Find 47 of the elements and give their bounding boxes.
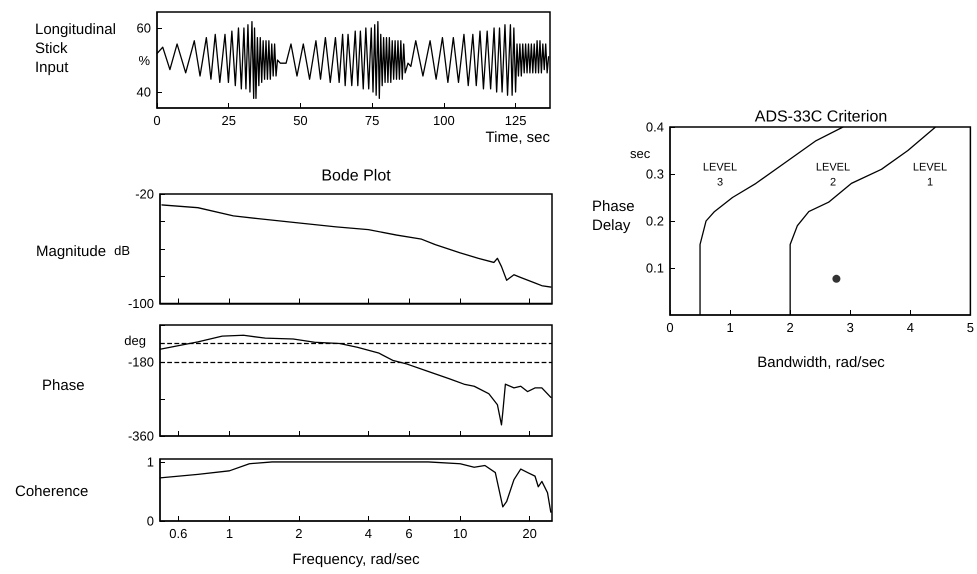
x-tick-label: 75 bbox=[364, 113, 380, 128]
y-tick-label: -100 bbox=[128, 296, 154, 311]
y-axis-title: Coherence bbox=[15, 483, 88, 500]
y-tick-label: 1 bbox=[146, 454, 154, 470]
y-tick-label: 40 bbox=[136, 84, 151, 100]
x-tick-label: 2 bbox=[295, 526, 303, 541]
x-tick-label: 0.6 bbox=[169, 526, 188, 541]
y-axis-title: Phase bbox=[42, 377, 85, 394]
x-tick-label: 4 bbox=[364, 526, 372, 541]
y-tick-label: 0.2 bbox=[646, 214, 664, 228]
annotation: LEVEL 2 bbox=[816, 162, 850, 188]
y-tick-label: -360 bbox=[128, 428, 154, 444]
x-axis-title: Frequency, rad/sec bbox=[292, 551, 420, 568]
chart-title: Bode Plot bbox=[321, 168, 392, 184]
text: sec bbox=[630, 146, 651, 161]
x-axis-title: Bandwidth, rad/sec bbox=[757, 354, 886, 371]
x-tick-label: 5 bbox=[966, 320, 974, 335]
y-tick-label: 0.1 bbox=[646, 260, 664, 276]
text: % bbox=[138, 53, 150, 68]
x-tick-label: 125 bbox=[504, 113, 526, 128]
annotation: LEVEL 3 bbox=[702, 162, 738, 188]
y-axis-title: Longitudinal Stick Input bbox=[35, 21, 116, 76]
y-tick-label: 0.3 bbox=[646, 166, 664, 182]
x-tick-label: 1 bbox=[226, 526, 234, 541]
x-tick-label: 10 bbox=[452, 526, 468, 541]
y-axis-title: Phase Delay bbox=[592, 198, 635, 234]
x-tick-label: 4 bbox=[906, 320, 914, 335]
y-tick-label: -180 bbox=[128, 354, 154, 370]
text: deg bbox=[124, 333, 146, 348]
x-tick-label: 100 bbox=[433, 113, 455, 128]
x-tick-label: 20 bbox=[522, 526, 537, 541]
x-tick-label: 2 bbox=[786, 320, 794, 335]
y-tick-label: 0 bbox=[146, 514, 154, 528]
x-tick-label: 50 bbox=[293, 113, 308, 128]
x-tick-label: 0 bbox=[666, 320, 674, 335]
text: dB bbox=[114, 243, 130, 258]
chart-title: ADS-33C Criterion bbox=[754, 108, 888, 126]
x-tick-label: 25 bbox=[221, 113, 236, 128]
x-tick-label: 1 bbox=[726, 320, 734, 335]
x-tick-label: 3 bbox=[846, 320, 854, 335]
annotation: LEVEL 1 bbox=[912, 162, 948, 188]
x-axis-title: Time, sec bbox=[486, 129, 550, 146]
y-tick-label: 60 bbox=[136, 20, 151, 36]
y-tick-label: 0.4 bbox=[646, 120, 664, 134]
y-axis-title: Magnitude bbox=[36, 243, 106, 260]
x-tick-label: 6 bbox=[405, 526, 413, 541]
y-tick-label: -20 bbox=[135, 186, 154, 202]
